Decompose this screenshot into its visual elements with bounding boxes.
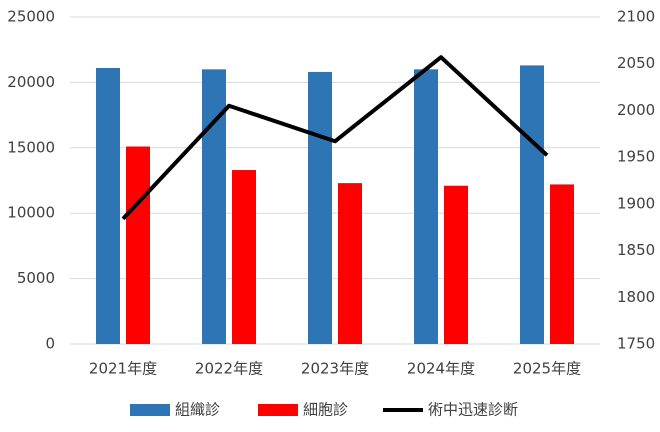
y2-tick-label: 2100 [617, 8, 655, 26]
bar [520, 65, 544, 345]
legend-label: 組織診 [175, 401, 220, 419]
y2-tick-label: 2000 [617, 101, 655, 119]
y2-tick-label: 1850 [617, 241, 655, 259]
x-tick-label: 2025年度 [513, 360, 581, 378]
y2-tick-label: 1800 [617, 288, 655, 306]
y2-tick-label: 1950 [617, 148, 655, 166]
bar [96, 68, 120, 345]
bar [414, 69, 438, 344]
x-tick-label: 2024年度 [407, 360, 475, 378]
y2-tick-label: 2050 [617, 54, 655, 72]
bar [308, 71, 332, 344]
y-tick-label: 20000 [7, 73, 55, 91]
legend-swatch [258, 404, 298, 416]
bar [550, 184, 574, 344]
y2-tick-label: 1900 [617, 194, 655, 212]
y-tick-label: 10000 [7, 204, 55, 222]
legend-swatch [130, 404, 170, 416]
x-tick-label: 2021年度 [89, 360, 157, 378]
y-tick-label: 25000 [7, 8, 55, 26]
x-tick-label: 2023年度 [301, 360, 369, 378]
bar [232, 170, 256, 344]
bar [444, 185, 468, 344]
y-tick-label: 0 [45, 335, 55, 353]
legend-label: 細胞診 [303, 401, 348, 419]
bar [126, 146, 150, 344]
y2-tick-label: 1750 [617, 335, 655, 353]
line-series [121, 55, 549, 221]
legend-label: 術中迅速診断 [428, 401, 518, 419]
bar [338, 183, 362, 344]
y-tick-label: 15000 [7, 138, 55, 156]
x-tick-label: 2022年度 [195, 360, 263, 378]
y-tick-label: 5000 [17, 269, 55, 287]
